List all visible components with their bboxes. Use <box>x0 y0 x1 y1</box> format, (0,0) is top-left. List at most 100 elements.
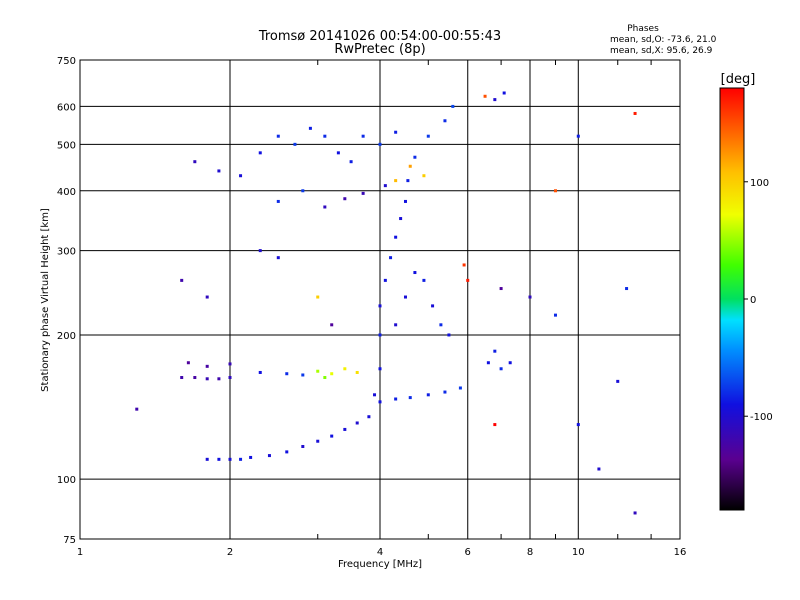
data-point <box>499 367 503 371</box>
x-tick-label: 2 <box>227 547 233 558</box>
data-point <box>443 390 447 394</box>
data-point <box>486 361 490 365</box>
data-point <box>616 379 620 383</box>
data-point <box>406 179 410 183</box>
x-axis-ticks: 1 2 4 6 8 10 16 <box>77 60 687 558</box>
colorbar <box>719 87 745 511</box>
data-point <box>493 98 497 102</box>
colorbar-tick-label: 100 <box>750 178 769 189</box>
data-point <box>426 393 430 397</box>
data-point <box>493 423 497 427</box>
y-tick-label: 100 <box>57 475 76 486</box>
colorbar-tick-label: 0 <box>750 295 756 306</box>
data-point <box>193 376 197 380</box>
data-point <box>343 197 347 201</box>
data-point <box>576 134 580 138</box>
data-point <box>330 434 334 438</box>
data-point <box>180 278 184 282</box>
data-point <box>528 295 532 299</box>
data-point <box>330 323 334 327</box>
data-point <box>462 263 466 267</box>
data-point <box>258 370 262 374</box>
data-point <box>413 155 417 159</box>
data-point <box>301 189 305 193</box>
data-point <box>285 372 289 376</box>
chart-subtitle: RwPretec (8p) <box>334 42 425 57</box>
data-point <box>336 151 340 155</box>
data-point <box>316 295 320 299</box>
data-point <box>378 142 382 146</box>
data-point <box>378 400 382 404</box>
data-point <box>413 271 417 275</box>
y-tick-label: 200 <box>57 331 76 342</box>
data-point <box>249 455 253 459</box>
data-point <box>217 377 221 381</box>
data-point <box>258 151 262 155</box>
data-point <box>499 287 503 291</box>
x-tick-label: 1 <box>77 547 83 558</box>
data-point <box>323 376 327 380</box>
data-point <box>267 454 271 458</box>
data-point <box>276 256 280 260</box>
data-point <box>625 287 629 291</box>
data-point <box>180 376 184 380</box>
data-point <box>439 323 443 327</box>
data-point <box>483 94 487 98</box>
data-point <box>276 134 280 138</box>
data-point <box>426 134 430 138</box>
plot-frame <box>79 59 681 540</box>
x-tick-label: 4 <box>377 547 383 558</box>
x-tick-label: 10 <box>572 547 585 558</box>
x-axis-label: Frequency [MHz] <box>338 559 422 570</box>
data-point <box>378 304 382 308</box>
colorbar-ticks: 100 0 -100 <box>744 178 773 423</box>
data-point <box>217 169 221 173</box>
y-tick-label: 400 <box>57 187 76 198</box>
data-point <box>239 174 243 178</box>
data-point <box>403 295 407 299</box>
x-tick-label: 8 <box>527 547 533 558</box>
data-point <box>576 423 580 427</box>
data-point <box>422 174 426 178</box>
data-point <box>361 134 365 138</box>
data-points <box>135 91 637 515</box>
data-point <box>193 160 197 164</box>
data-point <box>205 377 209 381</box>
data-point <box>394 323 398 327</box>
data-point <box>135 407 139 411</box>
data-point <box>466 278 470 282</box>
stats-heading: Phases <box>627 24 659 34</box>
data-point <box>316 369 320 373</box>
y-tick-label: 300 <box>57 247 76 258</box>
data-point <box>553 313 557 317</box>
data-point <box>403 199 407 203</box>
data-point <box>355 370 359 374</box>
data-point <box>186 361 190 365</box>
data-point <box>389 256 393 260</box>
data-point <box>394 397 398 401</box>
data-point <box>285 450 289 454</box>
data-point <box>408 164 412 168</box>
data-point <box>633 511 637 515</box>
data-point <box>228 362 232 366</box>
data-point <box>451 104 455 108</box>
data-point <box>408 396 412 400</box>
data-point <box>323 205 327 209</box>
data-point <box>378 367 382 371</box>
x-tick-label: 16 <box>674 547 687 558</box>
data-point <box>343 367 347 371</box>
grid <box>80 60 680 539</box>
data-point <box>361 191 365 195</box>
data-point <box>508 361 512 365</box>
colorbar-tick-label: -100 <box>750 412 773 423</box>
data-point <box>493 349 497 353</box>
y-tick-label: 600 <box>57 102 76 113</box>
data-point <box>394 235 398 239</box>
data-point <box>447 333 451 337</box>
y-axis-ticks: 75 100 200 300 400 500 600 750 <box>57 56 76 546</box>
data-point <box>383 278 387 282</box>
data-point <box>394 179 398 183</box>
data-point <box>553 189 557 193</box>
chart-title: Tromsø 20141026 00:54:00-00:55:43 <box>258 29 501 44</box>
